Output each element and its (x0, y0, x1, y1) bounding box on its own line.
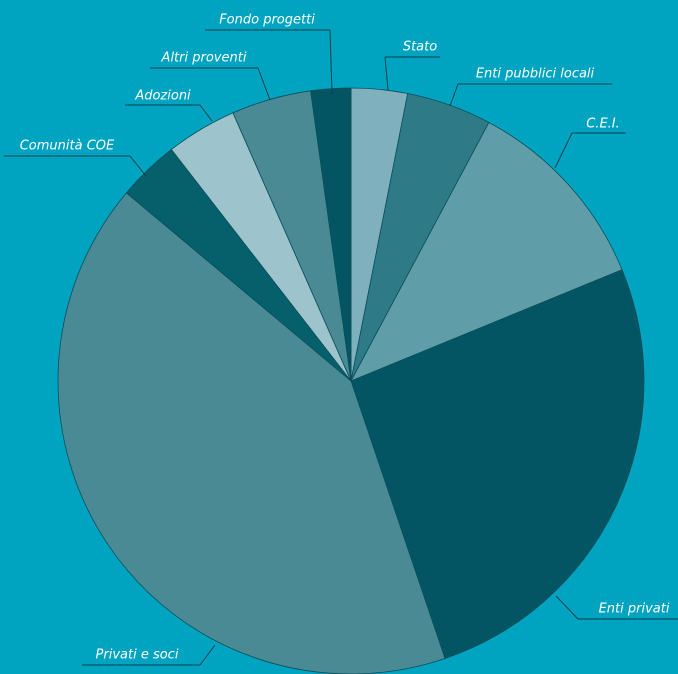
slice-label: Fondo progetti (219, 13, 315, 28)
slice-label: Adozioni (134, 89, 191, 104)
leader-line (205, 29, 333, 95)
slice-label: Enti pubblici locali (476, 67, 595, 82)
slice-label: Comunità COE (20, 139, 115, 154)
leader-line (150, 67, 271, 101)
pie-slice (350, 269, 645, 660)
leader-line (4, 155, 147, 177)
leader-line (555, 595, 678, 620)
pie-slice (310, 87, 352, 382)
leader-line (384, 56, 440, 91)
slice-label: Stato (403, 40, 437, 55)
leader-line (554, 132, 626, 169)
leader-line (125, 104, 213, 122)
pie-slice (350, 121, 623, 382)
slice-label: C.E.I. (586, 117, 620, 132)
leader-line (82, 644, 216, 666)
leader-line (449, 83, 612, 107)
slice-label: Enti privati (599, 602, 670, 617)
slice-label: Privati e soci (96, 648, 179, 663)
slice-label: Altri proventi (161, 51, 247, 66)
